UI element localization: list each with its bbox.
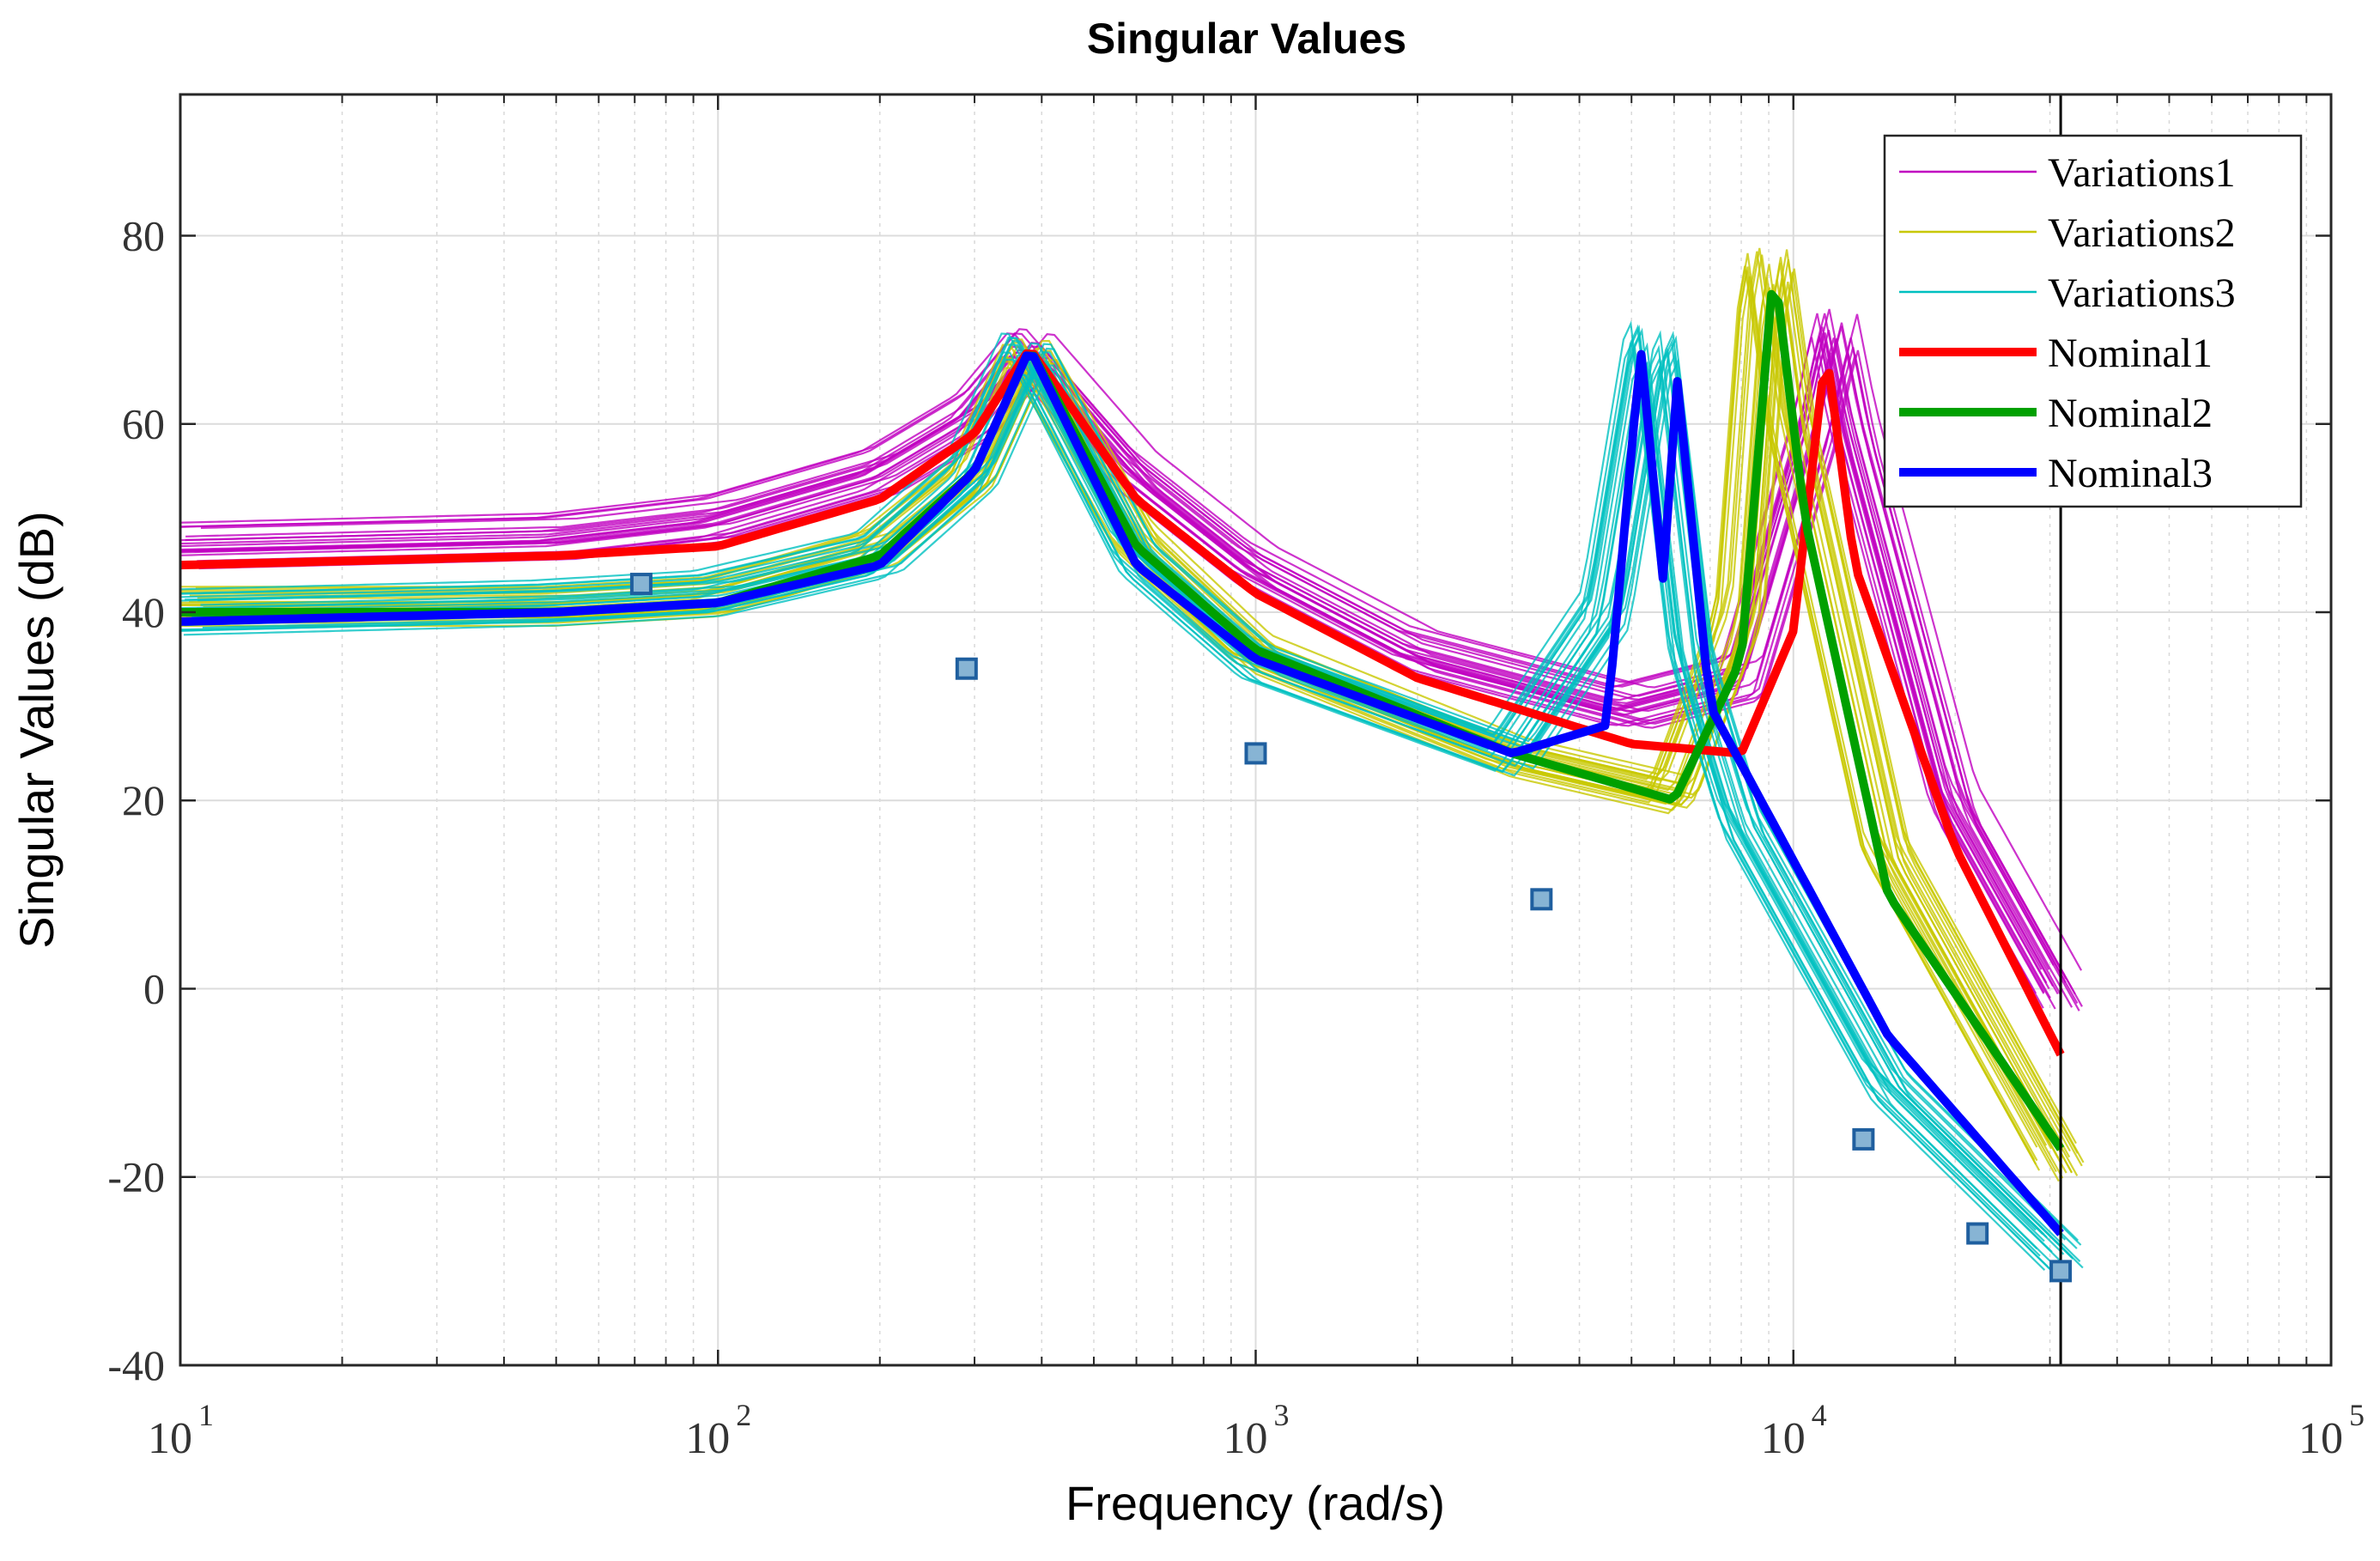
markers-layer	[629, 573, 2073, 1283]
x-tick-label: 10 5	[2298, 1398, 2365, 1463]
y-tick-label: 80	[122, 211, 165, 259]
legend-label-nominal2: Nominal2	[2048, 391, 2213, 436]
variation-line	[185, 330, 2067, 1241]
chart-title: Singular Values	[1087, 15, 1406, 63]
y-axis-label: Singular Values (dB)	[9, 511, 64, 948]
legend-label-variations2: Variations2	[2048, 210, 2236, 256]
square-marker	[1530, 888, 1553, 911]
x-tick-base: 10	[1761, 1414, 1806, 1463]
legend-label-variations1: Variations1	[2048, 150, 2236, 196]
square-marker	[955, 657, 978, 680]
y-tick-label: 20	[122, 776, 165, 824]
series-layer	[180, 94, 2085, 1365]
x-tick-base: 10	[148, 1414, 192, 1463]
y-tick-label: 40	[122, 588, 165, 636]
x-tick-exponent: 3	[1274, 1398, 1290, 1432]
x-tick-label: 10 4	[1761, 1398, 1827, 1463]
y-tick-label: -20	[107, 1153, 165, 1201]
variation-line	[196, 338, 2078, 1249]
x-tick-exponent: 4	[1812, 1398, 1827, 1432]
variation-line	[197, 331, 2079, 1242]
x-tick-exponent: 2	[736, 1398, 751, 1432]
y-tick-label: -40	[107, 1341, 165, 1389]
nominal-line	[180, 349, 2065, 1057]
square-marker	[2049, 1260, 2073, 1283]
x-tick-base: 10	[1223, 1414, 1268, 1463]
x-tick-label: 10 2	[685, 1398, 751, 1463]
legend-label-variations3: Variations3	[2048, 270, 2236, 316]
square-marker	[1244, 742, 1267, 765]
x-axis-label: Frequency (rad/s)	[1066, 1476, 1445, 1530]
x-tick-base: 10	[685, 1414, 730, 1463]
y-tick-label: 0	[143, 964, 165, 1012]
square-marker	[1852, 1127, 1875, 1151]
square-marker	[1966, 1222, 1989, 1245]
legend-box	[1883, 134, 2303, 508]
x-tick-base: 10	[2298, 1414, 2343, 1463]
nominal-line	[180, 349, 2064, 1236]
legend-label-nominal3: Nominal3	[2048, 451, 2213, 496]
legend: Variations1 Variations2 Variations3 Nominal…	[1883, 134, 2303, 508]
variation-line	[194, 337, 2076, 995]
legend-label-nominal1: Nominal1	[2048, 331, 2213, 376]
x-tick-label: 10 3	[1223, 1398, 1290, 1463]
x-tick-exponent: 1	[198, 1398, 214, 1432]
square-marker	[629, 573, 653, 596]
y-tick-label: 60	[122, 400, 165, 448]
x-tick-label: 10 1	[148, 1398, 214, 1463]
variation-line	[180, 361, 2053, 1272]
x-tick-exponent: 5	[2349, 1398, 2365, 1432]
